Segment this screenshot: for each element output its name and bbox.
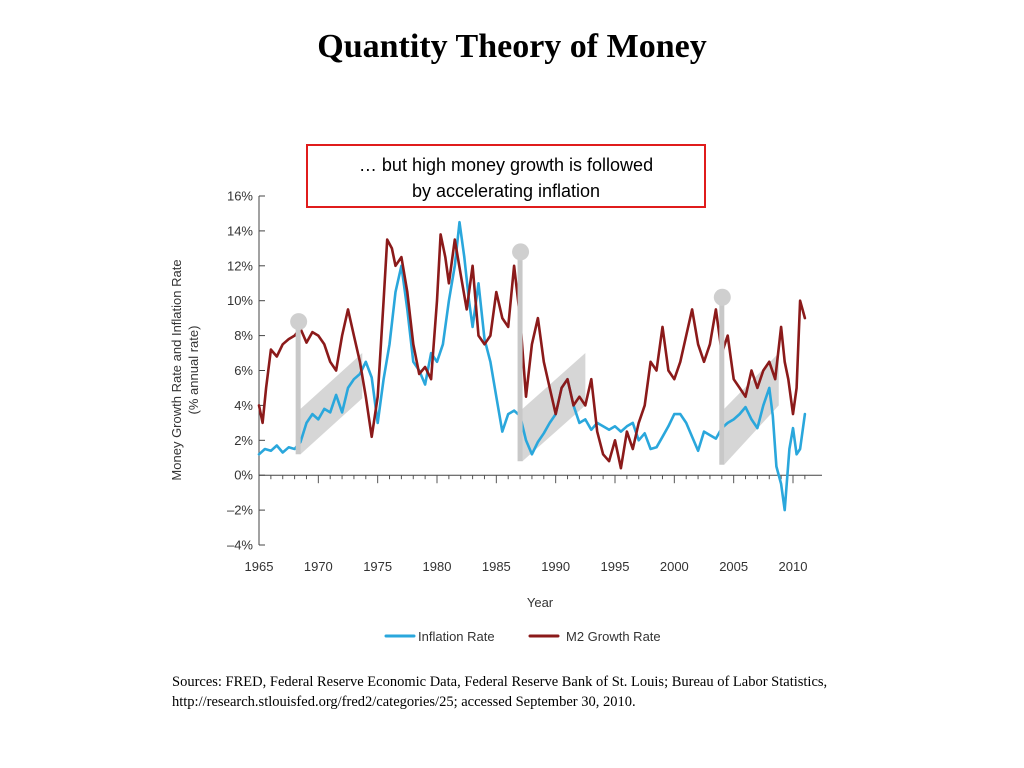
x-axis-title: Year <box>527 595 554 610</box>
x-tick-label: 1975 <box>363 559 392 574</box>
highlight-band-1 <box>300 353 363 455</box>
marker-bar-3 <box>719 297 725 465</box>
y-tick-label: 8% <box>234 328 253 343</box>
x-tick-label: 1985 <box>482 559 511 574</box>
x-tick-label: 2005 <box>719 559 748 574</box>
marker-dot-3 <box>713 288 731 306</box>
y-tick-label: 6% <box>234 363 253 378</box>
x-tick-label: 1990 <box>541 559 570 574</box>
x-tick-label: 2000 <box>660 559 689 574</box>
y-tick-label: –2% <box>227 503 253 518</box>
slide-title: Quantity Theory of Money <box>317 28 707 65</box>
annotation-markers <box>290 243 731 465</box>
series-lines <box>257 220 807 512</box>
highlight-band-3 <box>724 353 779 465</box>
y-tick-label: 0% <box>234 468 253 483</box>
sources-line-2: http://research.stlouisfed.org/fred2/cat… <box>172 694 636 710</box>
y-tick-label: 14% <box>227 223 253 238</box>
y-tick-label: 4% <box>234 398 253 413</box>
callout-line-2: by accelerating inflation <box>411 181 601 201</box>
x-tick-label: 1970 <box>304 559 333 574</box>
marker-bar-1 <box>295 321 301 455</box>
legend-label-1: Inflation Rate <box>418 629 495 644</box>
series-line-1 <box>257 220 807 512</box>
x-tick-label: 2010 <box>779 559 808 574</box>
y-tick-label: 2% <box>234 433 253 448</box>
sources-line-1: Sources: FRED, Federal Reserve Economic … <box>172 674 828 690</box>
y-tick-label: 12% <box>227 258 253 273</box>
marker-dot-2 <box>512 243 530 261</box>
marker-dot-1 <box>290 313 308 331</box>
callout-line-1: … but high money growth is followed <box>358 155 654 175</box>
legend-label-2: M2 Growth Rate <box>566 629 661 644</box>
y-tick-label: –4% <box>227 538 253 553</box>
marker-bar-2 <box>517 251 523 462</box>
series-line-2 <box>257 233 807 470</box>
sources-note: Sources: FRED, Federal Reserve Economic … <box>172 672 972 712</box>
callout-box: … but high money growth is followed by a… <box>306 144 706 208</box>
x-tick-label: 1965 <box>245 559 274 574</box>
y-tick-label: 16% <box>227 189 253 204</box>
y-axis-title-line-2: (% annual rate) <box>186 326 201 415</box>
y-axis-title-line-1: Money Growth Rate and Inflation Rate <box>169 259 184 480</box>
axis-labels: –4% –2% 0% 2% 4% 6% 8% 10% 12% 14% 16% 1965 1970 1975… <box>169 189 807 611</box>
x-tick-label: 1980 <box>423 559 452 574</box>
highlight-bands <box>300 353 779 465</box>
chart-legend: Inflation Rate M2 Growth Rate <box>384 629 661 644</box>
x-tick-label: 1995 <box>601 559 630 574</box>
y-tick-label: 10% <box>227 293 253 308</box>
